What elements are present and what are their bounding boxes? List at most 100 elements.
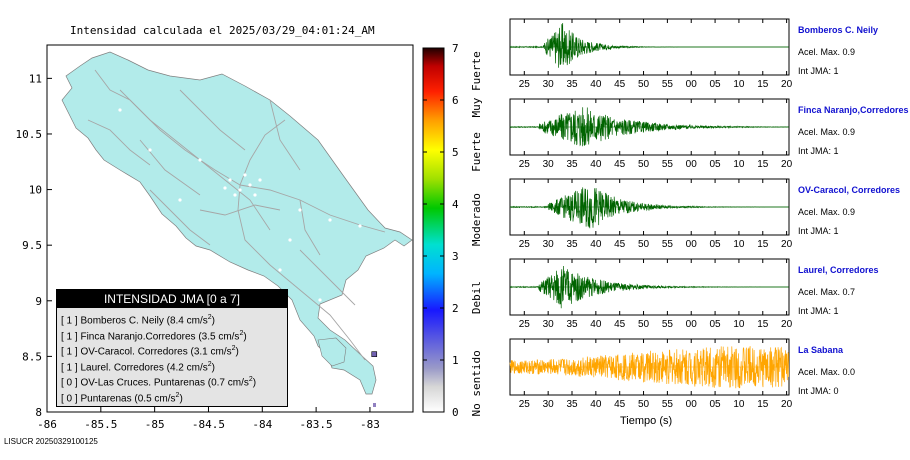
town-dot: [238, 188, 242, 192]
colorbar-tick-label: 2: [452, 302, 459, 315]
legend-row: [ 1 ] Bomberos C. Neily (8.4 cm/s2): [57, 310, 287, 326]
colorbar-gradient: [422, 47, 445, 413]
trace-tick-label: 20: [781, 79, 793, 90]
acel-max-label: Acel. Max. 0.9: [798, 207, 855, 217]
legend-paren: ): [243, 330, 247, 342]
legend-station-name: OV-Caracol. Corredores: [80, 346, 188, 358]
trace-tick-label: 10: [733, 79, 745, 90]
legend-row: [ 1 ] Laurel. Corredores (4.2 cm/s2): [57, 357, 287, 373]
trace-tick-label: 40: [590, 159, 602, 170]
legend-station-name: Finca Naranjo.Corredores: [80, 330, 196, 342]
road-line: [94, 69, 271, 231]
trace-tick-label: 10: [733, 319, 745, 330]
trace-tick-label: 30: [543, 239, 555, 250]
colorbar-category-label: Moderado: [470, 193, 483, 246]
trace-tick-label: 50: [638, 79, 650, 90]
waveform-line: [509, 107, 789, 147]
colorbar-category-label: Fuerte: [470, 132, 483, 172]
town-dot: [258, 178, 262, 182]
town-dot: [253, 193, 257, 197]
waveform-line: [509, 346, 790, 389]
x-tick-label: -86: [37, 418, 57, 431]
acel-max-label: Acel. Max. 0.9: [798, 127, 855, 137]
trace-tick-label: 45: [614, 79, 626, 90]
jma-intensity-label: Int JMA: 0: [798, 386, 839, 396]
trace-tick-label: 45: [614, 239, 626, 250]
station-name: La Sabana: [798, 345, 844, 355]
colorbar-category-label: No sentido: [470, 350, 483, 416]
town-dot: [298, 208, 302, 212]
trace-tick-label: 40: [590, 79, 602, 90]
x-tick-label: -83.5: [300, 418, 333, 431]
road-line: [179, 89, 246, 151]
acel-max-label: Acel. Max. 0.7: [798, 287, 855, 297]
colorbar-tick-label: 1: [452, 354, 459, 367]
waveform-line: [509, 187, 789, 229]
colorbar-tick-label: 5: [452, 146, 459, 159]
legend-acceleration: (8.4 cm/s: [166, 315, 208, 327]
town-dot: [288, 238, 292, 242]
trace-tick-label: 40: [590, 319, 602, 330]
y-tick-label: 8.5: [22, 350, 42, 363]
trace-tick-label: 05: [710, 79, 722, 90]
trace-tick-label: 55: [662, 239, 674, 250]
trace-tick-label: 15: [757, 399, 769, 410]
trace-tick-label: 20: [781, 239, 793, 250]
trace-tick-label: 30: [543, 319, 555, 330]
legend-jma: [ 1 ]: [61, 361, 78, 373]
legend-rows: [ 1 ] Bomberos C. Neily (8.4 cm/s2) [ 1 ]…: [57, 310, 287, 404]
trace-tick-label: 30: [543, 79, 555, 90]
trace-tick-label: 35: [566, 159, 578, 170]
trace-panel: 25 30 35 40 45 50 55 00 05 10 15 20 Laurel, Corredor…: [509, 258, 879, 330]
trace-tick-label: 15: [757, 239, 769, 250]
trace-tick-label: 45: [614, 399, 626, 410]
x-tick-label: -85.5: [84, 418, 117, 431]
trace-tick-label: 00: [686, 159, 698, 170]
trace-tick-label: 00: [686, 239, 698, 250]
trace-tick-label: 05: [710, 319, 722, 330]
trace-tick-label: 40: [590, 399, 602, 410]
acceleration-traces: 25 30 35 40 45 50 55 00 05 10 15 20 Bomberos C. Neil…: [509, 18, 909, 410]
legend-jma: [ 1 ]: [61, 330, 78, 342]
colorbar-tick-label: 3: [452, 250, 459, 263]
colorbar-category-label: Muy Fuerte: [470, 51, 483, 117]
town-dot: [228, 178, 232, 182]
trace-tick-label: 45: [614, 159, 626, 170]
trace-panel: 25 30 35 40 45 50 55 00 05 10 15 20 La Sabana Acel. M…: [509, 338, 855, 410]
legend-row: [ 0 ] OV-Las Cruces. Puntarenas (0.7 cm/…: [57, 372, 287, 388]
x-tick-label: -84.5: [192, 418, 225, 431]
legend-station-name: Bomberos C. Neily: [80, 315, 164, 327]
legend-jma: [ 1 ]: [61, 346, 78, 358]
road-line: [199, 204, 281, 216]
trace-tick-label: 45: [614, 319, 626, 330]
legend-station-name: OV-Las Cruces. Puntarenas: [80, 377, 205, 389]
town-dot: [348, 328, 352, 332]
y-tick-label: 9: [35, 295, 42, 308]
trace-panel: 25 30 35 40 45 50 55 00 05 10 15 20 Finca Naranjo,Co…: [509, 98, 909, 170]
jma-colorbar: 0 1 2 3 4 5 6 7 No sentido Debil Moderado Fuerte Muy…: [422, 42, 483, 419]
town-dot: [278, 268, 282, 272]
trace-tick-label: 55: [662, 399, 674, 410]
town-dot: [243, 173, 247, 177]
trace-panel: 25 30 35 40 45 50 55 00 05 10 15 20 Bomberos C. Neil…: [509, 18, 878, 90]
legend-paren: ): [211, 361, 215, 373]
station-marker: [373, 403, 376, 407]
legend-row: [ 0 ] Puntarenas (0.5 cm/s2): [57, 388, 287, 404]
town-dot: [198, 158, 202, 162]
y-tick-label: 10: [29, 184, 42, 197]
jma-intensity-label: Int JMA: 1: [798, 66, 839, 76]
trace-tick-label: 50: [638, 239, 650, 250]
trace-tick-label: 35: [566, 319, 578, 330]
trace-tick-label: 20: [781, 319, 793, 330]
costa-rica-land: [61, 51, 413, 395]
town-dot: [328, 218, 332, 222]
legend-paren: ): [252, 377, 257, 389]
road-line: [139, 139, 201, 196]
waveform-line: [509, 22, 789, 68]
road-line: [119, 89, 241, 186]
station-name: Bomberos C. Neily: [798, 25, 878, 35]
map-title: Intensidad calculada el 2025/03/29_04:01…: [70, 24, 375, 37]
trace-tick-label: 35: [566, 79, 578, 90]
legend-paren: ): [211, 315, 215, 327]
town-dot: [223, 186, 227, 190]
